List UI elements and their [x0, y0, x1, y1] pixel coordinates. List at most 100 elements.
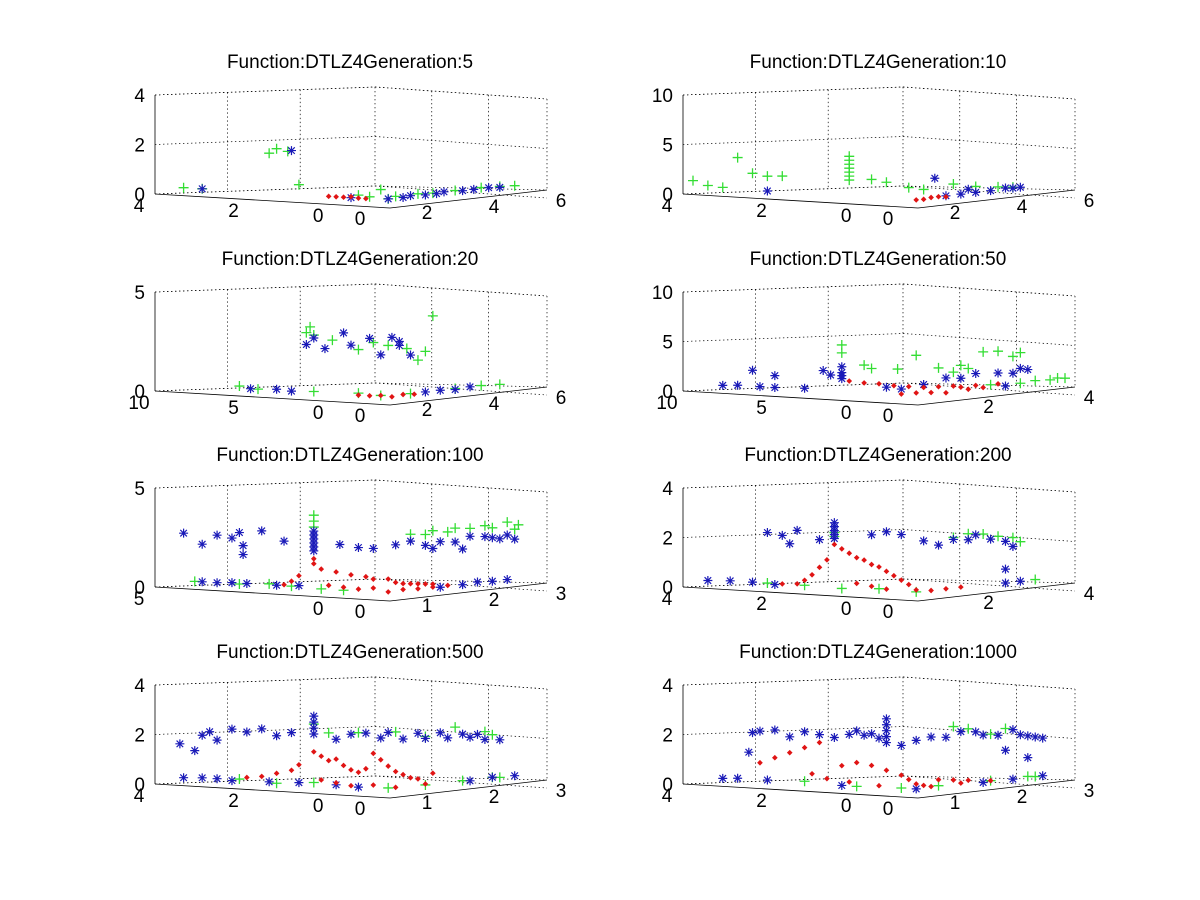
- grid-line: [902, 578, 1076, 592]
- star-marker: [777, 530, 787, 540]
- y-tick-label: 4: [662, 196, 673, 217]
- dot-marker: [861, 557, 867, 563]
- star-marker: [212, 578, 222, 588]
- x-tick-label: 0: [355, 406, 366, 427]
- star-marker: [465, 732, 475, 742]
- x-tick-label: 1: [422, 596, 433, 617]
- dot-marker: [411, 391, 418, 398]
- plus-marker: [1060, 373, 1070, 384]
- star-marker: [365, 333, 375, 343]
- dot-marker: [333, 756, 339, 762]
- dot-marker: [816, 739, 823, 746]
- star-marker: [919, 379, 929, 389]
- grid-line: [682, 136, 904, 145]
- star-marker: [234, 528, 244, 538]
- star-marker: [986, 534, 996, 544]
- z-tick-label: 0: [134, 775, 145, 796]
- star-marker: [413, 728, 423, 738]
- star-marker: [197, 184, 207, 194]
- dot-marker: [392, 768, 399, 775]
- star-marker: [896, 384, 906, 394]
- star-marker: [1000, 536, 1010, 546]
- star-marker: [495, 735, 505, 745]
- dot-marker: [400, 391, 406, 398]
- dot-marker: [876, 782, 882, 789]
- star-marker: [428, 543, 438, 553]
- star-marker: [458, 186, 468, 196]
- dot-marker: [868, 561, 875, 568]
- y-tick-label: 10: [128, 393, 149, 414]
- dot-marker: [363, 573, 369, 580]
- floor-edge: [682, 775, 904, 785]
- grid-line: [374, 136, 548, 149]
- dot-marker: [333, 780, 339, 786]
- grid-line: [682, 333, 904, 342]
- z-tick-label: 5: [134, 479, 145, 500]
- star-marker: [941, 373, 951, 383]
- star-marker: [510, 534, 520, 544]
- dot-marker: [958, 780, 964, 786]
- plus-marker: [859, 360, 870, 371]
- dot-marker: [801, 577, 808, 584]
- dot-marker: [920, 782, 927, 789]
- star-marker: [770, 725, 780, 735]
- x-tick-label: 1: [422, 793, 433, 814]
- y-tick-label: 0: [841, 599, 852, 620]
- scatter-points: [718, 339, 1070, 397]
- back-wall-top-edge: [374, 479, 548, 493]
- grid-line: [374, 726, 548, 739]
- plus-marker: [1030, 574, 1041, 585]
- plus-marker: [305, 321, 316, 332]
- plus-marker: [1015, 536, 1026, 547]
- grid-line: [902, 676, 1076, 690]
- star-marker: [748, 577, 758, 587]
- dot-marker: [905, 383, 912, 390]
- dot-marker: [370, 576, 377, 582]
- floor-front-edge: [682, 390, 919, 406]
- floor-edge: [154, 382, 376, 392]
- star-marker: [301, 339, 311, 349]
- grid-line: [902, 86, 1076, 100]
- star-marker: [1023, 753, 1033, 763]
- dot-marker: [400, 771, 406, 778]
- dot-marker: [244, 774, 250, 781]
- x-tick-label: 0: [883, 209, 894, 230]
- grid-line: [902, 136, 1076, 149]
- plus-marker: [762, 171, 773, 182]
- plus-marker: [465, 523, 476, 534]
- star-marker: [814, 535, 824, 545]
- grid-line: [154, 136, 376, 145]
- star-marker: [978, 730, 988, 740]
- grid-line: [902, 529, 1076, 542]
- x-tick-label: 2: [422, 400, 433, 421]
- star-marker: [800, 727, 810, 737]
- star-marker: [309, 717, 319, 727]
- star-marker: [703, 575, 713, 585]
- grid-line: [682, 479, 904, 489]
- star-marker: [911, 784, 921, 794]
- x-tick-label: 2: [489, 787, 500, 808]
- x-tick-label: 2: [1017, 787, 1028, 808]
- star-marker: [331, 734, 341, 744]
- plus-marker: [316, 583, 327, 594]
- floor-edge: [682, 578, 904, 588]
- plus-marker: [702, 180, 713, 191]
- dot-marker: [958, 384, 964, 390]
- z-tick-label: 4: [662, 676, 673, 697]
- star-marker: [458, 544, 468, 554]
- star-marker: [837, 374, 847, 384]
- star-marker: [309, 729, 319, 739]
- star-marker: [867, 729, 877, 739]
- plus-marker: [881, 177, 892, 188]
- dot-marker: [366, 392, 373, 399]
- plus-marker: [1045, 374, 1056, 385]
- z-tick-label: 0: [134, 382, 145, 403]
- x-tick-label: 0: [883, 799, 894, 820]
- z-tick-label: 0: [662, 382, 673, 403]
- dot-marker: [928, 783, 934, 790]
- star-marker: [484, 183, 494, 193]
- dot-marker: [363, 195, 369, 202]
- plus-marker: [762, 578, 773, 589]
- grid-line: [374, 578, 548, 592]
